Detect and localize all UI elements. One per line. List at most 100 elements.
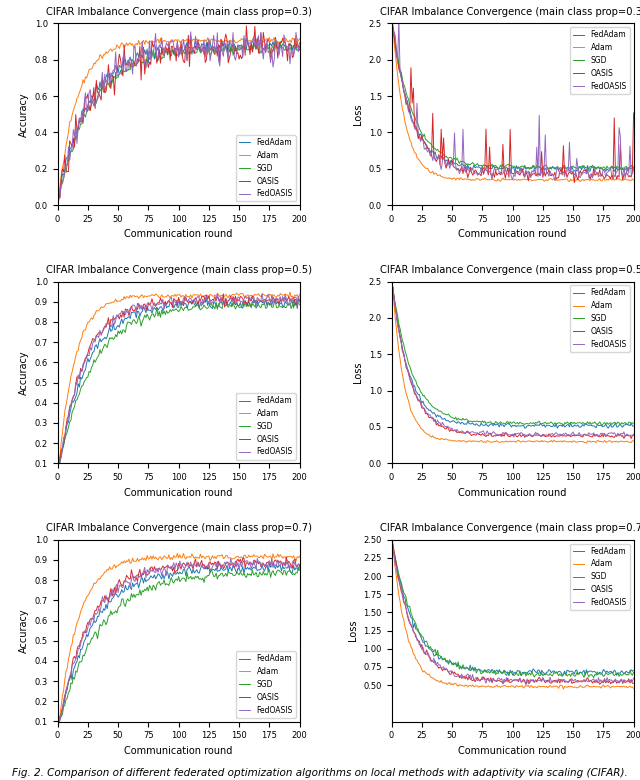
Title: CIFAR Imbalance Convergence (main class prop=0.3): CIFAR Imbalance Convergence (main class … bbox=[45, 7, 312, 17]
SGD bbox=[389, 543, 397, 552]
SGD bbox=[55, 465, 63, 474]
X-axis label: Communication round: Communication round bbox=[458, 746, 567, 756]
Adam bbox=[611, 176, 618, 185]
Adam bbox=[55, 463, 63, 472]
FedOASIS bbox=[101, 69, 109, 79]
FedAdam bbox=[389, 285, 397, 294]
OASIS bbox=[570, 178, 578, 187]
SGD bbox=[119, 325, 127, 335]
Adam bbox=[399, 370, 406, 380]
OASIS bbox=[630, 679, 637, 688]
Title: CIFAR Imbalance Convergence (main class prop=0.7): CIFAR Imbalance Convergence (main class … bbox=[45, 523, 312, 534]
Adam bbox=[619, 175, 627, 184]
SGD bbox=[453, 416, 461, 425]
Adam bbox=[100, 569, 108, 579]
FedOASIS bbox=[630, 673, 637, 682]
Line: FedAdam: FedAdam bbox=[59, 299, 300, 466]
Y-axis label: Loss: Loss bbox=[353, 362, 363, 383]
X-axis label: Communication round: Communication round bbox=[458, 229, 567, 239]
OASIS bbox=[120, 41, 128, 50]
SGD bbox=[619, 419, 627, 428]
FedOASIS bbox=[285, 563, 292, 573]
SGD bbox=[284, 567, 291, 576]
FedOASIS bbox=[403, 364, 411, 374]
Line: SGD: SGD bbox=[393, 288, 634, 426]
OASIS bbox=[100, 597, 108, 606]
FedAdam bbox=[434, 410, 442, 420]
SGD bbox=[100, 342, 108, 352]
FedOASIS bbox=[399, 592, 406, 601]
FedOASIS bbox=[399, 347, 406, 356]
SGD bbox=[70, 673, 77, 682]
SGD bbox=[434, 144, 442, 154]
FedAdam bbox=[285, 300, 292, 310]
OASIS bbox=[618, 431, 625, 441]
Title: CIFAR Imbalance Convergence (main class prop=0.3): CIFAR Imbalance Convergence (main class … bbox=[380, 7, 640, 17]
Line: FedOASIS: FedOASIS bbox=[393, 20, 634, 181]
FedOASIS bbox=[389, 542, 397, 551]
FedOASIS bbox=[434, 416, 442, 425]
Adam bbox=[630, 683, 637, 693]
FedOASIS bbox=[65, 409, 72, 418]
SGD bbox=[403, 92, 411, 101]
OASIS bbox=[119, 307, 127, 316]
FedOASIS bbox=[55, 722, 63, 732]
FedAdam bbox=[276, 40, 284, 49]
SGD bbox=[70, 144, 77, 154]
FedAdam bbox=[389, 540, 397, 549]
OASIS bbox=[70, 653, 77, 662]
Legend: FedAdam, Adam, SGD, OASIS, FedOASIS: FedAdam, Adam, SGD, OASIS, FedOASIS bbox=[570, 285, 630, 352]
FedOASIS bbox=[454, 164, 462, 173]
Adam bbox=[270, 33, 278, 42]
FedOASIS bbox=[435, 151, 443, 160]
FedAdam bbox=[630, 665, 637, 675]
OASIS bbox=[282, 552, 290, 562]
FedAdam bbox=[296, 562, 303, 571]
Adam bbox=[399, 105, 406, 114]
Adam bbox=[296, 34, 303, 44]
SGD bbox=[453, 661, 461, 671]
OASIS bbox=[119, 580, 127, 590]
OASIS bbox=[434, 419, 442, 428]
SGD bbox=[285, 43, 292, 52]
X-axis label: Communication round: Communication round bbox=[124, 229, 233, 239]
FedOASIS bbox=[453, 672, 461, 681]
OASIS bbox=[389, 539, 397, 548]
SGD bbox=[389, 23, 397, 33]
Line: Adam: Adam bbox=[393, 27, 634, 182]
OASIS bbox=[630, 108, 637, 118]
FedOASIS bbox=[525, 679, 532, 689]
OASIS bbox=[285, 292, 292, 301]
FedOASIS bbox=[55, 184, 63, 193]
OASIS bbox=[101, 88, 109, 98]
OASIS bbox=[611, 113, 618, 122]
OASIS bbox=[296, 42, 303, 51]
Y-axis label: Loss: Loss bbox=[348, 620, 358, 641]
SGD bbox=[276, 37, 284, 47]
SGD bbox=[630, 164, 637, 173]
OASIS bbox=[278, 38, 285, 48]
SGD bbox=[620, 166, 628, 176]
FedOASIS bbox=[434, 658, 442, 667]
SGD bbox=[65, 687, 72, 697]
FedAdam bbox=[55, 462, 63, 471]
FedOASIS bbox=[611, 677, 618, 686]
Line: OASIS: OASIS bbox=[59, 557, 300, 723]
FedOASIS bbox=[276, 292, 284, 301]
FedOASIS bbox=[404, 107, 412, 116]
Line: FedOASIS: FedOASIS bbox=[59, 293, 300, 467]
OASIS bbox=[619, 176, 627, 185]
Adam bbox=[65, 128, 72, 137]
SGD bbox=[630, 419, 637, 428]
FedAdam bbox=[630, 421, 637, 431]
FedOASIS bbox=[65, 676, 72, 686]
FedOASIS bbox=[296, 297, 303, 307]
Adam bbox=[284, 290, 291, 300]
Adam bbox=[65, 654, 72, 664]
Adam bbox=[275, 292, 283, 301]
OASIS bbox=[453, 165, 461, 175]
FedAdam bbox=[70, 397, 77, 406]
SGD bbox=[611, 417, 618, 427]
SGD bbox=[630, 668, 637, 677]
Text: Fig. 2. Comparison of different federated optimization algorithms on local metho: Fig. 2. Comparison of different federate… bbox=[12, 768, 628, 778]
